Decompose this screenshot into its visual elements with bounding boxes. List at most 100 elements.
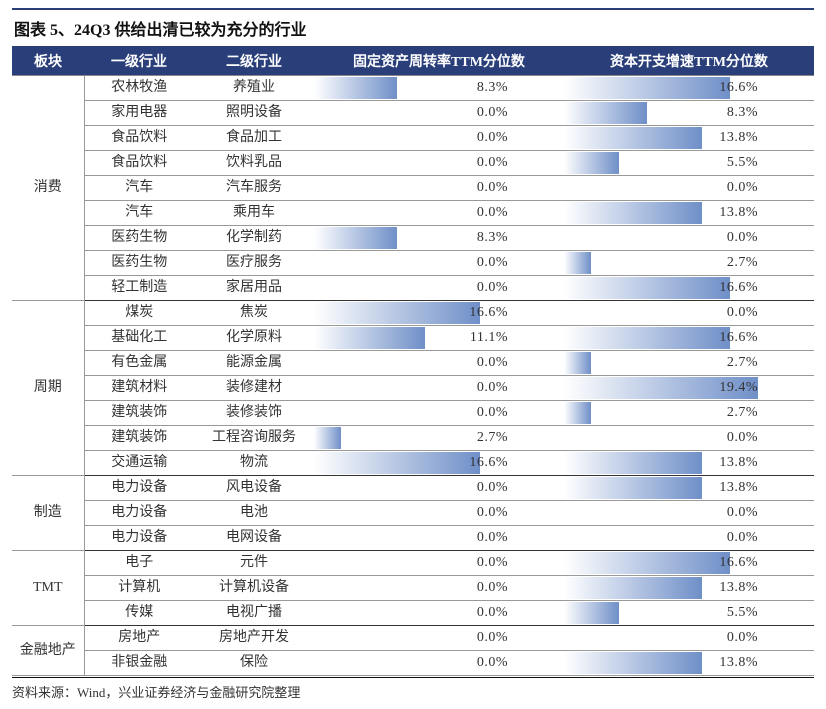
bar-label-metric1: 0.0% <box>314 401 564 425</box>
bar-label-metric2: 2.7% <box>564 401 814 425</box>
bar-cell-metric2: 8.3% <box>564 101 814 126</box>
table-row: 有色金属能源金属0.0%2.7% <box>12 351 814 376</box>
bar-label-metric2: 13.8% <box>564 126 814 150</box>
bar-label-metric2: 0.0% <box>564 501 814 525</box>
bar-cell-metric1: 0.0% <box>314 551 564 576</box>
table-row: 消费农林牧渔养殖业8.3%16.6% <box>12 76 814 101</box>
bar-label-metric1: 0.0% <box>314 376 564 400</box>
table-row: 金融地产房地产房地产开发0.0%0.0% <box>12 626 814 651</box>
bar-label-metric2: 5.5% <box>564 151 814 175</box>
bar-label-metric1: 0.0% <box>314 276 564 300</box>
header-level1: 一级行业 <box>84 47 194 76</box>
bar-cell-metric1: 0.0% <box>314 351 564 376</box>
level1-cell: 非银金融 <box>84 651 194 676</box>
level1-cell: 建筑装饰 <box>84 426 194 451</box>
group-cell: 金融地产 <box>12 626 84 676</box>
level2-cell: 电视广播 <box>194 601 314 626</box>
bar-label-metric2: 8.3% <box>564 101 814 125</box>
bar-cell-metric2: 13.8% <box>564 576 814 601</box>
bar-label-metric2: 0.0% <box>564 176 814 200</box>
bar-cell-metric2: 2.7% <box>564 251 814 276</box>
bar-cell-metric2: 2.7% <box>564 401 814 426</box>
bar-cell-metric1: 11.1% <box>314 326 564 351</box>
table-row: 交通运输物流16.6%13.8% <box>12 451 814 476</box>
table-row: 制造电力设备风电设备0.0%13.8% <box>12 476 814 501</box>
bar-label-metric2: 0.0% <box>564 226 814 250</box>
bar-cell-metric2: 16.6% <box>564 76 814 101</box>
level2-cell: 风电设备 <box>194 476 314 501</box>
bar-cell-metric1: 0.0% <box>314 651 564 676</box>
table-row: 非银金融保险0.0%13.8% <box>12 651 814 676</box>
bar-label-metric1: 0.0% <box>314 101 564 125</box>
table-row: 医药生物医疗服务0.0%2.7% <box>12 251 814 276</box>
level2-cell: 饮料乳品 <box>194 151 314 176</box>
bar-label-metric2: 16.6% <box>564 76 814 100</box>
bar-label-metric2: 0.0% <box>564 301 814 325</box>
bar-cell-metric2: 13.8% <box>564 651 814 676</box>
level2-cell: 照明设备 <box>194 101 314 126</box>
level2-cell: 化学制药 <box>194 226 314 251</box>
bar-label-metric1: 0.0% <box>314 351 564 375</box>
table-row: 建筑装饰工程咨询服务2.7%0.0% <box>12 426 814 451</box>
bar-cell-metric1: 0.0% <box>314 201 564 226</box>
bar-cell-metric1: 8.3% <box>314 76 564 101</box>
table-row: 食品饮料饮料乳品0.0%5.5% <box>12 151 814 176</box>
level1-cell: 医药生物 <box>84 251 194 276</box>
bar-cell-metric1: 0.0% <box>314 251 564 276</box>
bar-cell-metric1: 0.0% <box>314 626 564 651</box>
bar-label-metric1: 0.0% <box>314 251 564 275</box>
bar-cell-metric1: 0.0% <box>314 101 564 126</box>
header-group: 板块 <box>12 47 84 76</box>
bar-label-metric2: 0.0% <box>564 426 814 450</box>
table-row: 食品饮料食品加工0.0%13.8% <box>12 126 814 151</box>
bar-cell-metric1: 2.7% <box>314 426 564 451</box>
bar-label-metric1: 0.0% <box>314 551 564 575</box>
bar-cell-metric2: 5.5% <box>564 151 814 176</box>
bar-cell-metric1: 16.6% <box>314 451 564 476</box>
header-metric2: 资本开支增速TTM分位数 <box>564 47 814 76</box>
level2-cell: 养殖业 <box>194 76 314 101</box>
level1-cell: 交通运输 <box>84 451 194 476</box>
level2-cell: 计算机设备 <box>194 576 314 601</box>
bar-label-metric2: 0.0% <box>564 526 814 550</box>
level1-cell: 电力设备 <box>84 501 194 526</box>
level1-cell: 房地产 <box>84 626 194 651</box>
level1-cell: 医药生物 <box>84 226 194 251</box>
bar-label-metric2: 16.6% <box>564 551 814 575</box>
level1-cell: 轻工制造 <box>84 276 194 301</box>
bar-cell-metric2: 16.6% <box>564 326 814 351</box>
bar-cell-metric2: 13.8% <box>564 451 814 476</box>
bar-label-metric2: 0.0% <box>564 626 814 650</box>
table-row: 医药生物化学制药8.3%0.0% <box>12 226 814 251</box>
level2-cell: 元件 <box>194 551 314 576</box>
table-row: 轻工制造家居用品0.0%16.6% <box>12 276 814 301</box>
level1-cell: 有色金属 <box>84 351 194 376</box>
level1-cell: 建筑材料 <box>84 376 194 401</box>
table-row: TMT电子元件0.0%16.6% <box>12 551 814 576</box>
level2-cell: 房地产开发 <box>194 626 314 651</box>
bar-label-metric1: 0.0% <box>314 126 564 150</box>
table-row: 电力设备电网设备0.0%0.0% <box>12 526 814 551</box>
header-row: 板块 一级行业 二级行业 固定资产周转率TTM分位数 资本开支增速TTM分位数 <box>12 47 814 76</box>
bar-cell-metric2: 0.0% <box>564 176 814 201</box>
group-cell: 制造 <box>12 476 84 551</box>
table-row: 汽车汽车服务0.0%0.0% <box>12 176 814 201</box>
level2-cell: 家居用品 <box>194 276 314 301</box>
level2-cell: 汽车服务 <box>194 176 314 201</box>
bar-label-metric1: 16.6% <box>314 451 564 475</box>
table-row: 计算机计算机设备0.0%13.8% <box>12 576 814 601</box>
header-level2: 二级行业 <box>194 47 314 76</box>
bar-cell-metric2: 0.0% <box>564 301 814 326</box>
table-row: 汽车乘用车0.0%13.8% <box>12 201 814 226</box>
table-row: 家用电器照明设备0.0%8.3% <box>12 101 814 126</box>
table-row: 建筑材料装修建材0.0%19.4% <box>12 376 814 401</box>
bar-label-metric1: 0.0% <box>314 601 564 625</box>
figure-source: 资料来源：Wind，兴业证券经济与金融研究院整理 <box>12 677 814 701</box>
level2-cell: 医疗服务 <box>194 251 314 276</box>
bar-cell-metric2: 19.4% <box>564 376 814 401</box>
bar-cell-metric2: 5.5% <box>564 601 814 626</box>
bar-cell-metric2: 0.0% <box>564 526 814 551</box>
table-row: 建筑装饰装修装饰0.0%2.7% <box>12 401 814 426</box>
level1-cell: 电子 <box>84 551 194 576</box>
level1-cell: 电力设备 <box>84 526 194 551</box>
